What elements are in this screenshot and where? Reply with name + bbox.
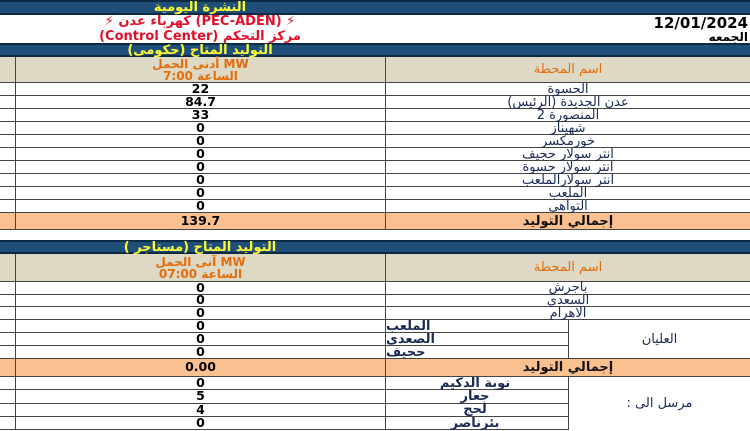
station-header: اسم المحطة	[533, 62, 603, 77]
table-row: 0 انتر سولارالملعب	[0, 172, 750, 188]
rent-total-label: إجمالي التوليد	[522, 360, 614, 375]
report-day: الجمعه	[708, 30, 748, 44]
table-row: 0 السعدي	[0, 293, 750, 309]
station-name: خورمكسر	[541, 133, 595, 149]
station-name: الملعب	[386, 320, 569, 333]
station-name: انتر سولار حسوة	[522, 159, 614, 175]
station-value: 0	[16, 416, 386, 430]
station-value: 84.7	[16, 95, 386, 108]
table-row: 0 باجرش	[0, 280, 750, 296]
station-value: 0	[16, 134, 386, 147]
control-center: مركز التحكم (Control Center)	[99, 29, 301, 44]
station-value: 22	[16, 82, 386, 95]
table-row: 84.7 عدن الجديدة (الرئيس)	[0, 94, 750, 110]
group-label: العليان	[569, 320, 750, 359]
table-row: 0 حجيف	[0, 345, 750, 360]
rent-section-title: التوليد المتاح (مستاجر )	[123, 240, 277, 255]
rent-section-bar: التوليد المتاح (مستاجر )	[0, 240, 750, 254]
table-row: 0 الاهرام	[0, 305, 750, 321]
time-header: الساعة 7:00	[163, 68, 238, 83]
table-row: 0 نوبة الدكيم	[0, 376, 750, 391]
station-value: 0	[16, 306, 386, 320]
station-name: بئرناصر	[386, 416, 569, 430]
station-name: حجيف	[386, 346, 569, 359]
gov-section-bar: التوليد المتاح (حكومى)	[0, 43, 750, 57]
bulletin-title: النشرة اليومية	[153, 0, 247, 15]
station-name: الملعب	[548, 185, 588, 201]
sent-to-label: مرسل الى :	[569, 377, 750, 430]
station-value: 0	[16, 147, 386, 160]
gov-header-row: أدنى الحمل MW الساعة 7:00 اسم المحطة	[0, 57, 750, 83]
station-name: التواهي	[548, 198, 588, 214]
gov-total-label: إجمالي التوليد	[522, 213, 614, 229]
station-value: 0	[16, 294, 386, 307]
table-row: 0 التواهي	[0, 198, 750, 214]
table-row: 0 انتر سولار حسوة	[0, 159, 750, 175]
rent-total-row: 0.00 إجمالي التوليد	[0, 359, 750, 377]
table-row: 22 الحسوة	[0, 81, 750, 97]
station-value: 0	[16, 121, 386, 134]
station-name: باجرش	[548, 280, 588, 296]
station-value: 5	[16, 389, 386, 403]
rent-total-value: 0.00	[16, 359, 386, 376]
table-row: 0 الصعدى	[0, 332, 750, 347]
station-value: 0	[16, 345, 386, 359]
value-header: أدنى الحمل MW	[152, 56, 249, 71]
company-name: ⚡ (PEC-ADEN) كهرباء عدن ⚡	[104, 14, 296, 29]
station-name: لحج	[386, 403, 569, 416]
gov-total-row: 139.7 إجمالي التوليد	[0, 213, 750, 230]
station-name: الحسوة	[547, 81, 589, 97]
time-header: الساعة 07:00	[158, 266, 243, 281]
table-row: 0 الملعب	[0, 185, 750, 201]
station-value: 0	[16, 160, 386, 173]
station-value: 0	[16, 173, 386, 186]
station-name: انتر سولارالملعب	[521, 172, 615, 188]
station-header: اسم المحطة	[533, 260, 603, 275]
gov-total-value: 139.7	[16, 213, 386, 229]
table-row: 4 لحج	[0, 403, 750, 417]
station-value: 33	[16, 108, 386, 121]
table-row: 0 انتر سولار حجيف	[0, 146, 750, 162]
station-name: انتر سولار حجيف	[522, 146, 614, 162]
station-name: جعار	[386, 390, 569, 403]
station-value: 0	[16, 186, 386, 199]
gov-section-title: التوليد المتاح (حكومى)	[127, 43, 273, 58]
station-name: الاهرام	[549, 305, 587, 321]
station-value: 0	[16, 376, 386, 390]
station-value: 4	[16, 403, 386, 416]
station-value: 0	[16, 199, 386, 212]
station-name: الصعدى	[386, 333, 569, 346]
table-row: 0 خورمكسر	[0, 133, 750, 149]
station-name: عدن الجديدة (الرئيس)	[507, 94, 629, 110]
rent-header-row: آنى الحمل MW الساعة 07:00 اسم المحطة	[0, 254, 750, 282]
station-name: المنصورة 2	[536, 107, 600, 123]
report-date: 12/01/2024	[653, 14, 748, 32]
table-row: 5 جعار	[0, 389, 750, 404]
table-row: 33 المنصورة 2	[0, 107, 750, 123]
title-bar: النشرة اليومية	[0, 0, 750, 15]
station-name: شهيناز	[550, 120, 586, 136]
station-name: السعدي	[546, 293, 590, 309]
value-header: آنى الحمل MW	[155, 254, 246, 269]
station-value: 0	[16, 332, 386, 346]
table-row: 0 شهيناز	[0, 120, 750, 136]
station-value: 0	[16, 281, 386, 294]
station-value: 0	[16, 319, 386, 333]
table-row: 0 الملعب	[0, 319, 750, 334]
station-name: نوبة الدكيم	[386, 376, 569, 390]
